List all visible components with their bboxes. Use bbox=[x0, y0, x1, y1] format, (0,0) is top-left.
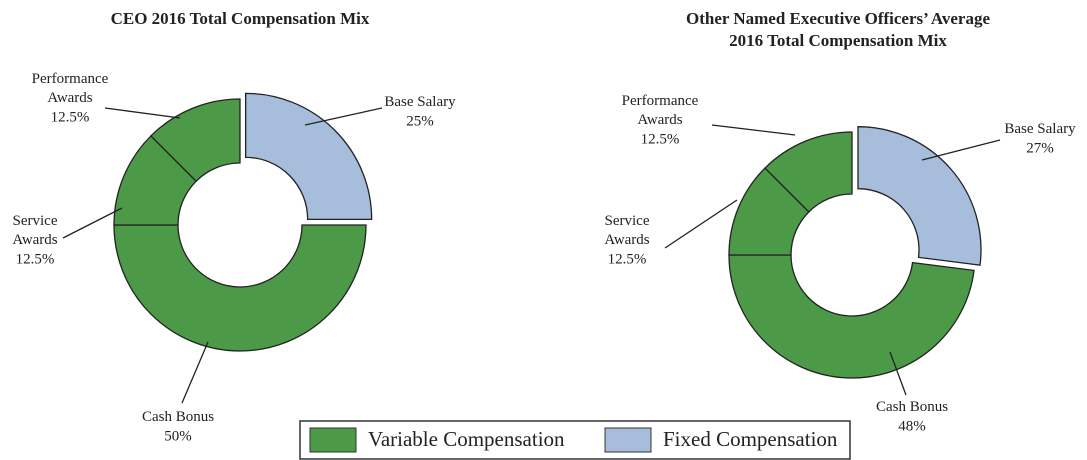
slice-value: 12.5% bbox=[608, 251, 647, 267]
chart-title: CEO 2016 Total Compensation Mix bbox=[111, 9, 370, 28]
legend-box bbox=[299, 420, 851, 460]
slice-label: Cash Bonus bbox=[142, 409, 214, 425]
leader-line bbox=[889, 351, 907, 396]
slice-value: 48% bbox=[898, 418, 926, 434]
donut-slice bbox=[764, 131, 853, 213]
slice-label: Cash Bonus bbox=[876, 399, 948, 415]
slice-value: 25% bbox=[406, 113, 434, 129]
donut-slice bbox=[113, 224, 367, 352]
leader-line bbox=[62, 207, 123, 239]
slice-value: 50% bbox=[164, 428, 192, 444]
leader-line bbox=[181, 341, 209, 404]
slice-value: 27% bbox=[1026, 140, 1054, 156]
slice-label: Base Salary bbox=[384, 94, 456, 110]
slice-label: Service Awards bbox=[604, 213, 649, 248]
legend-swatch bbox=[309, 427, 357, 453]
slice-label: Performance Awards bbox=[32, 71, 109, 106]
slice-value: 12.5% bbox=[16, 251, 55, 267]
leader-line bbox=[104, 107, 181, 119]
slice-value: 12.5% bbox=[51, 109, 90, 125]
legend-label: Variable Compensation bbox=[368, 427, 565, 451]
donut-slice bbox=[857, 126, 982, 266]
donut-slice bbox=[149, 98, 241, 183]
leader-line bbox=[711, 124, 796, 136]
slice-label: Performance Awards bbox=[622, 93, 699, 128]
donut-slice bbox=[245, 92, 373, 220]
leader-line bbox=[921, 139, 1001, 161]
legend-swatch bbox=[604, 427, 652, 453]
leader-line bbox=[664, 199, 738, 249]
legend-label: Fixed Compensation bbox=[663, 427, 838, 451]
leader-line bbox=[304, 107, 383, 126]
donut-slice bbox=[728, 254, 975, 379]
chart-title: Other Named Executive Officers’ Average 2… bbox=[686, 9, 990, 50]
slice-label: Base Salary bbox=[1004, 121, 1076, 137]
slice-label: Service Awards bbox=[12, 213, 57, 248]
slice-value: 12.5% bbox=[641, 131, 680, 147]
